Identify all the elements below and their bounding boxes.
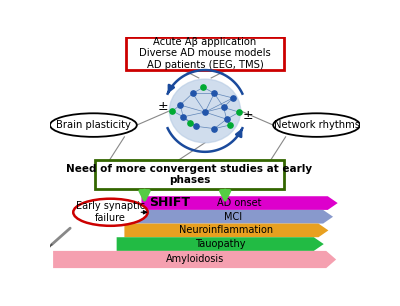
- FancyBboxPatch shape: [95, 160, 284, 189]
- Ellipse shape: [273, 113, 360, 137]
- Ellipse shape: [73, 199, 148, 226]
- FancyArrow shape: [53, 251, 336, 268]
- Text: Acute Aβ application
Diverse AD mouse models
AD patients (EEG, TMS): Acute Aβ application Diverse AD mouse mo…: [139, 37, 271, 70]
- FancyArrow shape: [132, 210, 333, 224]
- Text: Need of more convergent studies at early
phases: Need of more convergent studies at early…: [66, 164, 312, 185]
- FancyArrow shape: [117, 237, 324, 251]
- Text: Early synaptic
failure: Early synaptic failure: [76, 201, 145, 223]
- Text: AD onset: AD onset: [217, 198, 262, 208]
- Text: Tauopathy: Tauopathy: [195, 239, 246, 249]
- Text: ±: ±: [157, 100, 168, 113]
- Text: Network rhythms: Network rhythms: [274, 120, 360, 130]
- Text: MCI: MCI: [224, 212, 242, 222]
- Text: Amyloidosis: Amyloidosis: [166, 255, 224, 264]
- FancyBboxPatch shape: [126, 37, 284, 70]
- Text: ±: ±: [242, 109, 253, 122]
- FancyArrow shape: [142, 196, 338, 210]
- Ellipse shape: [50, 113, 137, 137]
- FancyArrow shape: [124, 224, 328, 237]
- Text: SHIFT: SHIFT: [149, 196, 190, 209]
- Ellipse shape: [169, 79, 241, 143]
- Text: Brain plasticity: Brain plasticity: [56, 120, 131, 130]
- Text: Neuroinflammation: Neuroinflammation: [179, 226, 274, 235]
